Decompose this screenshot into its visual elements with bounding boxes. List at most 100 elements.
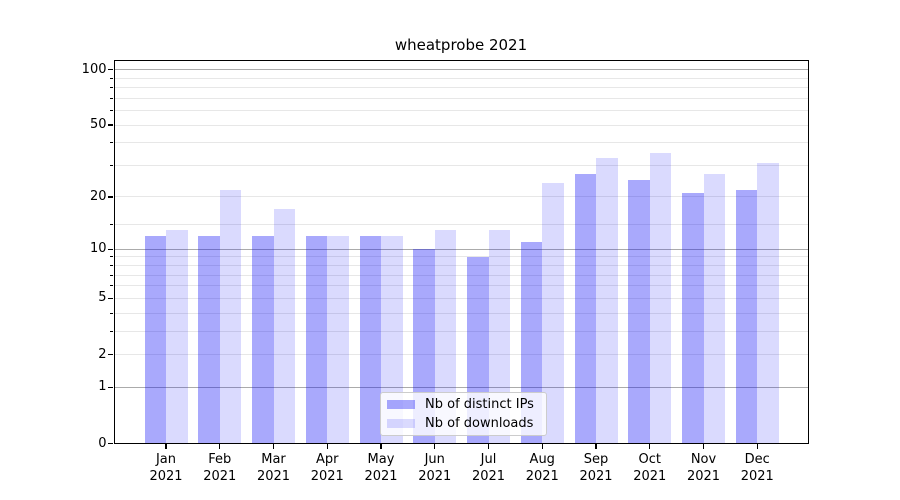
gridline-minor-y-6 xyxy=(113,285,809,287)
gridline-minor-y-8 xyxy=(113,265,809,267)
legend-swatch-downloads xyxy=(387,419,415,428)
bar-nb-of-downloads-mar xyxy=(273,209,295,444)
bar-nb-of-distinct-ips-feb xyxy=(198,235,220,444)
bar-nb-of-distinct-ips-mar xyxy=(252,235,274,444)
x-tick-mark-may xyxy=(380,444,382,449)
bar-nb-of-distinct-ips-jan xyxy=(144,235,166,444)
y-minortick-mark-50 xyxy=(110,124,113,126)
gridline-major-y-100 xyxy=(113,69,809,71)
bar-nb-of-distinct-ips-sep xyxy=(574,173,596,444)
y-tick-mark-100 xyxy=(108,69,113,71)
x-tick-label-mar: Mar 2021 xyxy=(256,451,291,485)
bar-nb-of-distinct-ips-may xyxy=(359,235,381,444)
chart-title: wheatprobe 2021 xyxy=(394,36,528,54)
y-minortick-mark-3 xyxy=(110,330,113,332)
y-minortick-mark-5 xyxy=(110,297,113,299)
gridline-minor-y-80 xyxy=(113,87,809,89)
y-tick-label-2: 2 xyxy=(98,346,107,362)
gridline-major-y-10 xyxy=(113,248,809,250)
gridline-minor-y-20 xyxy=(113,196,809,198)
gridline-minor-y-70 xyxy=(113,97,809,99)
legend-item-downloads: Nb of downloads xyxy=(387,414,546,433)
gridline-minor-y-4 xyxy=(113,312,809,314)
bar-nb-of-downloads-feb xyxy=(219,189,242,444)
gridline-major-y-1 xyxy=(113,386,809,388)
y-minortick-mark-6 xyxy=(110,285,113,287)
x-tick-mark-jun xyxy=(434,444,436,449)
y-minortick-mark-40 xyxy=(110,142,113,144)
x-tick-mark-apr xyxy=(326,444,328,449)
y-tick-label-0: 0 xyxy=(98,435,107,451)
y-tick-label-1: 1 xyxy=(98,379,107,395)
y-minortick-mark-8 xyxy=(110,265,113,267)
x-tick-mark-mar xyxy=(272,444,275,449)
x-tick-label-aug: Aug 2021 xyxy=(525,451,559,485)
x-tick-mark-jan xyxy=(165,444,167,449)
x-tick-label-feb: Feb 2021 xyxy=(203,451,237,485)
legend: Nb of distinct IPs Nb of downloads xyxy=(380,392,547,436)
y-minortick-mark-30 xyxy=(110,164,113,166)
x-tick-label-jul: Jul 2021 xyxy=(471,451,506,485)
gridline-minor-y-3 xyxy=(113,330,809,332)
x-tick-mark-aug xyxy=(541,444,543,449)
x-tick-label-nov: Nov 2021 xyxy=(686,451,721,485)
y-minortick-mark-4 xyxy=(110,312,113,314)
y-tick-label-5: 5 xyxy=(98,290,107,306)
gridline-minor-y-14 xyxy=(113,223,809,225)
bar-nb-of-downloads-oct xyxy=(649,153,672,444)
y-minortick-mark-70 xyxy=(110,97,113,99)
legend-label-distinct-ips: Nb of distinct IPs xyxy=(425,397,534,412)
bar-nb-of-distinct-ips-apr xyxy=(305,235,328,444)
x-tick-mark-nov xyxy=(702,444,705,449)
y-minortick-mark-9 xyxy=(110,256,113,258)
gridline-minor-y-7 xyxy=(113,274,809,276)
gridline-minor-y-90 xyxy=(113,77,809,79)
x-tick-mark-dec xyxy=(756,444,758,449)
gridline-minor-y-50 xyxy=(113,124,809,126)
x-tick-mark-jul xyxy=(487,444,490,449)
legend-swatch-distinct-ips xyxy=(387,400,415,409)
bar-nb-of-distinct-ips-oct xyxy=(628,179,650,444)
x-tick-label-apr: Apr 2021 xyxy=(310,451,344,485)
y-minortick-mark-90 xyxy=(110,77,113,79)
bar-nb-of-distinct-ips-dec xyxy=(735,189,758,444)
y-minortick-mark-60 xyxy=(110,110,113,112)
x-tick-label-dec: Dec 2021 xyxy=(740,451,774,485)
legend-item-distinct-ips: Nb of distinct IPs xyxy=(387,395,546,414)
y-minortick-mark-2 xyxy=(110,354,113,355)
bar-nb-of-downloads-jan xyxy=(166,229,188,444)
x-tick-mark-feb xyxy=(219,444,221,449)
y-tick-mark-1 xyxy=(108,386,113,388)
x-tick-mark-sep xyxy=(595,444,597,449)
x-tick-label-sep: Sep 2021 xyxy=(579,451,613,485)
y-minortick-mark-7 xyxy=(110,274,113,276)
x-tick-mark-oct xyxy=(649,444,651,449)
y-tick-label-50: 50 xyxy=(89,117,107,133)
bar-nb-of-downloads-sep xyxy=(596,157,618,444)
gridline-minor-y-40 xyxy=(113,142,809,144)
y-minortick-mark-20 xyxy=(110,196,113,198)
x-tick-label-oct: Oct 2021 xyxy=(633,451,667,485)
gridline-minor-y-9 xyxy=(113,256,809,258)
y-tick-mark-0 xyxy=(108,442,113,445)
plot-frame xyxy=(113,59,809,444)
y-tick-label-20: 20 xyxy=(89,188,107,204)
y-tick-label-100: 100 xyxy=(81,61,107,77)
x-tick-label-jun: Jun 2021 xyxy=(418,451,452,485)
legend-label-downloads: Nb of downloads xyxy=(425,416,534,431)
y-minortick-mark-14 xyxy=(110,223,113,225)
x-tick-label-jan: Jan 2021 xyxy=(149,451,183,485)
y-tick-label-10: 10 xyxy=(89,241,107,257)
y-tick-mark-10 xyxy=(108,248,113,250)
gridline-minor-y-5 xyxy=(113,297,809,299)
gridline-minor-y-30 xyxy=(113,164,809,166)
gridline-minor-y-2 xyxy=(113,354,809,355)
gridline-minor-y-60 xyxy=(113,110,809,112)
bar-nb-of-distinct-ips-nov xyxy=(682,193,704,444)
x-tick-label-may: May 2021 xyxy=(364,451,398,485)
bar-nb-of-downloads-apr xyxy=(327,235,349,444)
bar-nb-of-downloads-dec xyxy=(757,162,779,444)
bar-nb-of-downloads-nov xyxy=(703,173,725,444)
y-minortick-mark-80 xyxy=(110,87,113,89)
